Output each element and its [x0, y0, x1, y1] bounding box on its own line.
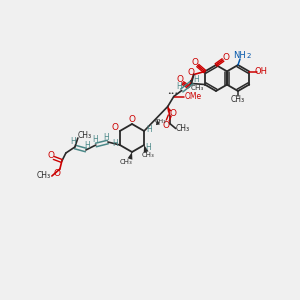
Text: O: O [47, 151, 54, 160]
Text: O: O [187, 68, 194, 77]
Text: 2: 2 [247, 53, 251, 59]
Text: O: O [191, 58, 198, 67]
Text: O: O [128, 115, 136, 124]
Text: H: H [145, 142, 151, 152]
Text: CH₃: CH₃ [155, 119, 167, 124]
Polygon shape [128, 152, 132, 160]
Text: H: H [112, 139, 118, 148]
Text: H: H [103, 133, 109, 142]
Text: H: H [193, 75, 199, 84]
Text: H: H [92, 136, 98, 145]
Text: CH₃: CH₃ [37, 172, 51, 181]
Polygon shape [144, 145, 148, 153]
Polygon shape [168, 106, 172, 112]
Text: O: O [223, 52, 230, 62]
Text: H: H [84, 140, 90, 149]
Text: NH: NH [234, 52, 246, 61]
Text: O: O [162, 121, 169, 130]
Text: OH: OH [255, 67, 268, 76]
Text: CH₃: CH₃ [120, 159, 132, 165]
Text: H: H [70, 137, 76, 146]
Text: •: • [189, 79, 193, 85]
Text: •••: ••• [167, 91, 178, 96]
Text: CH₃: CH₃ [231, 94, 245, 103]
Text: O: O [169, 109, 176, 118]
Text: CH₃: CH₃ [142, 152, 154, 158]
Polygon shape [156, 119, 160, 125]
Text: OMe: OMe [184, 92, 201, 101]
Text: H: H [146, 124, 152, 134]
Text: O: O [176, 76, 183, 85]
Text: O: O [53, 169, 60, 178]
Text: CH₃: CH₃ [191, 85, 204, 91]
Text: CH₃: CH₃ [176, 124, 190, 133]
Text: O: O [111, 122, 118, 131]
Text: H: H [176, 82, 182, 91]
Text: CH₃: CH₃ [78, 131, 92, 140]
